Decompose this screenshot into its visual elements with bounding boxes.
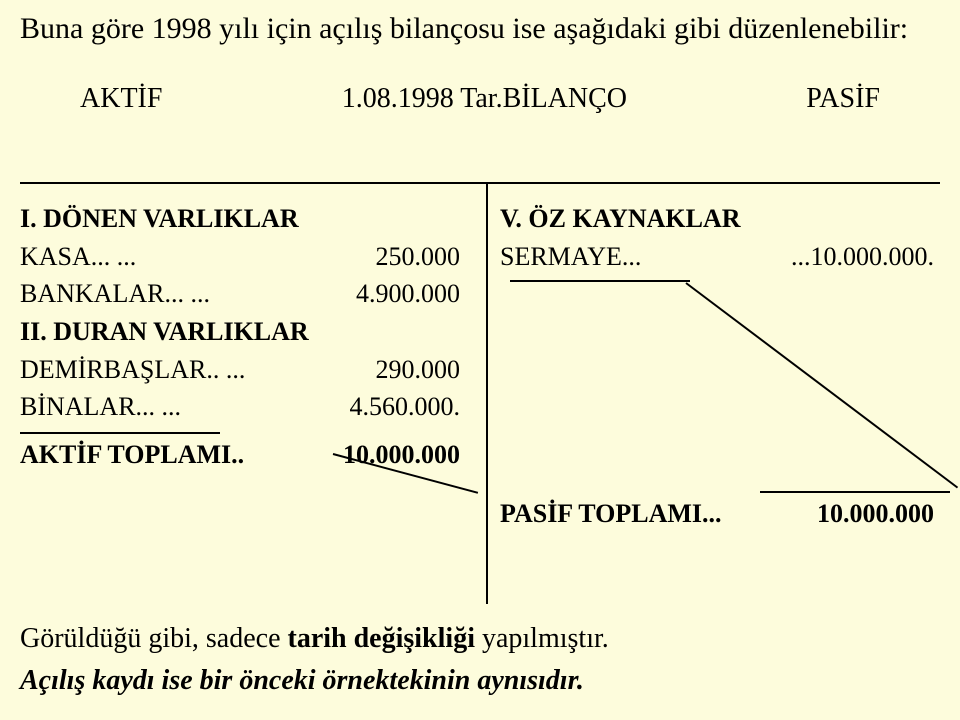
pasif-column: V. ÖZ KAYNAKLAR SERMAYE... ...10.000.000… (480, 200, 940, 533)
bankalar-value: 4.900.000 (356, 275, 460, 313)
section-donen-varliklar: I. DÖNEN VARLIKLAR (20, 200, 480, 238)
row-aktif-toplami: AKTİF TOPLAMI.. 10.000.000 (20, 436, 480, 474)
footer-line1: Görüldüğü gibi, sadece tarih değişikliği… (20, 618, 940, 660)
sermaye-label: SERMAYE... (500, 238, 641, 276)
mini-rule-right (510, 280, 690, 282)
row-pasif-toplami: PASİF TOPLAMI... 10.000.000 (500, 495, 940, 533)
horizontal-rule (20, 182, 940, 184)
aktif-toplami-value: 10.000.000 (343, 436, 460, 474)
header-aktif: AKTİF (80, 83, 162, 115)
kasa-value: 250.000 (376, 238, 461, 276)
pasif-toplami-value: 10.000.000 (817, 495, 934, 533)
columns: I. DÖNEN VARLIKLAR KASA... ... 250.000 B… (20, 200, 940, 533)
pasif-toplami-label: PASİF TOPLAMI... (500, 495, 722, 533)
binalar-label: BİNALAR... ... (20, 388, 181, 426)
page: Buna göre 1998 yılı için açılış bilanços… (0, 0, 960, 720)
row-bankalar: BANKALAR... ... 4.900.000 (20, 275, 480, 313)
section-duran-varliklar: II. DURAN VARLIKLAR (20, 313, 480, 351)
footer-line2: Açılış kaydı ise bir önceki örnektekinin… (20, 660, 940, 702)
section-oz-kaynaklar: V. ÖZ KAYNAKLAR (500, 200, 940, 238)
kasa-label: KASA... ... (20, 238, 136, 276)
footer-line1-c: yapılmıştır. (475, 623, 609, 654)
row-sermaye: SERMAYE... ...10.000.000. (500, 238, 940, 276)
row-binalar: BİNALAR... ... 4.560.000. (20, 388, 480, 426)
binalar-value: 4.560.000. (350, 388, 461, 426)
footer-line1-a: Görüldüğü gibi, sadece (20, 623, 288, 654)
bankalar-label: BANKALAR... ... (20, 275, 210, 313)
sermaye-value: ...10.000.000. (791, 238, 934, 276)
header-pasif: PASİF (806, 83, 880, 115)
subtotal-rule-right (760, 491, 950, 493)
footer-line1-b: tarih değişikliği (288, 623, 475, 654)
footer-text: Görüldüğü gibi, sadece tarih değişikliği… (20, 618, 940, 702)
row-demirbaslar: DEMİRBAŞLAR.. ... 290.000 (20, 351, 480, 389)
row-kasa: KASA... ... 250.000 (20, 238, 480, 276)
demirbaslar-value: 290.000 (376, 351, 461, 389)
demirbaslar-label: DEMİRBAŞLAR.. ... (20, 351, 245, 389)
header-center: 1.08.1998 Tar.BİLANÇO (342, 83, 627, 115)
subtotal-rule-left (20, 432, 220, 434)
aktif-toplami-label: AKTİF TOPLAMI.. (20, 436, 244, 474)
balance-header: AKTİF 1.08.1998 Tar.BİLANÇO PASİF (0, 48, 960, 115)
aktif-column: I. DÖNEN VARLIKLAR KASA... ... 250.000 B… (20, 200, 480, 533)
intro-text: Buna göre 1998 yılı için açılış bilanços… (0, 0, 960, 48)
